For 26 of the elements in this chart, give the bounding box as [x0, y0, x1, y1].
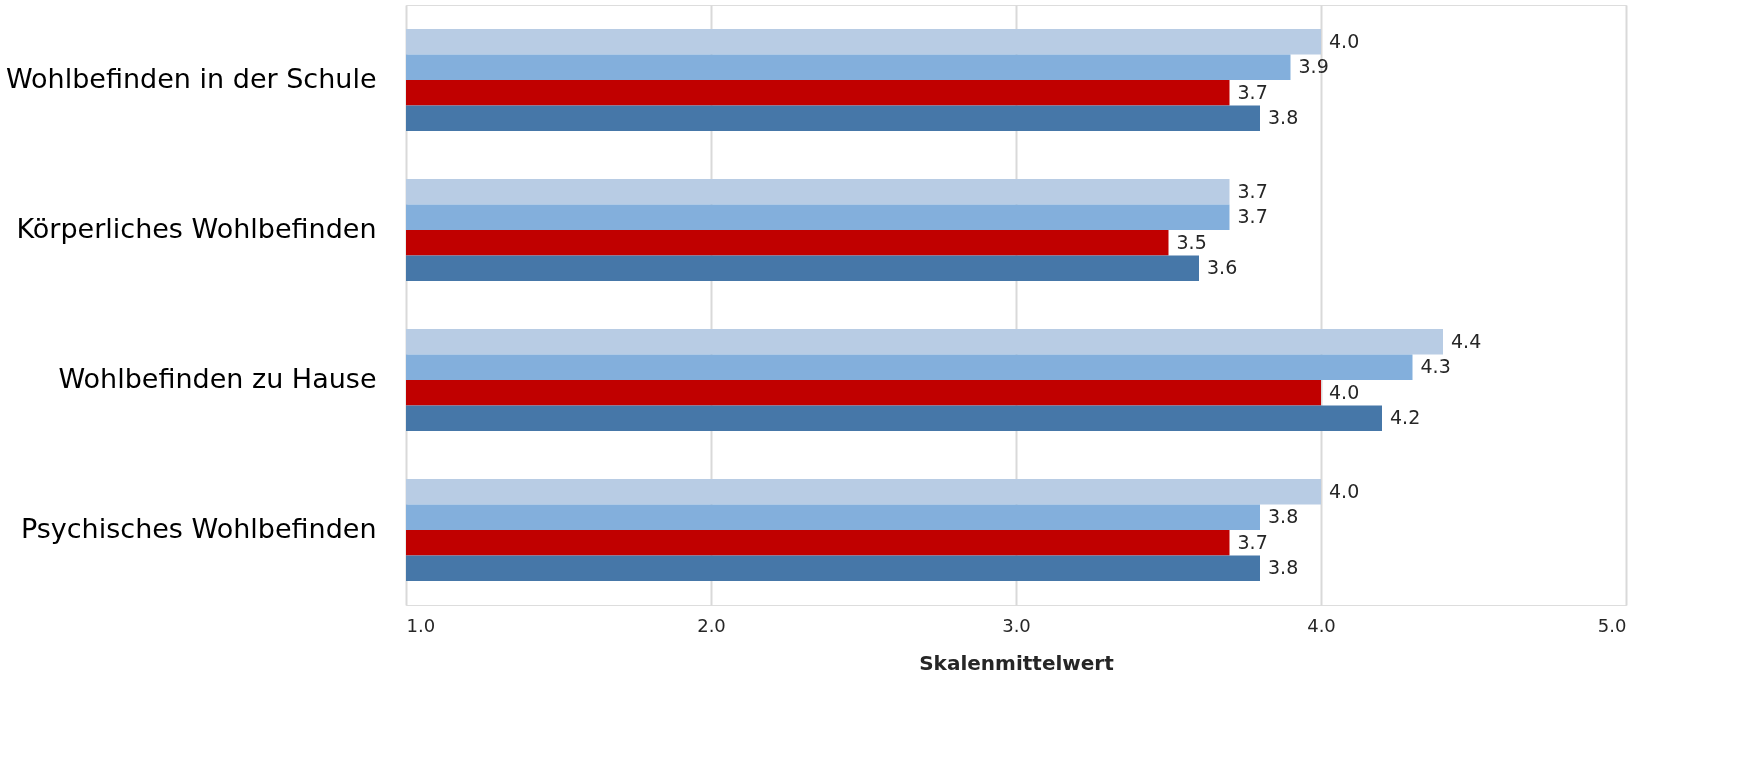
- data-label: 3.8: [1268, 556, 1299, 579]
- x-tick-label: 1.0: [406, 614, 436, 636]
- data-label: 4.0: [1329, 29, 1360, 52]
- data-label: 4.3: [1420, 355, 1451, 378]
- x-tick-label: 3.0: [1002, 614, 1031, 636]
- data-label: 4.0: [1329, 380, 1360, 403]
- data-label: 3.7: [1237, 530, 1268, 553]
- data-label: 3.9: [1298, 55, 1329, 78]
- data-label: 3.7: [1237, 80, 1268, 103]
- data-label: 4.0: [1329, 479, 1360, 502]
- x-axis-title: Skalenmittelwert: [919, 650, 1115, 675]
- data-label: 4.4: [1451, 329, 1482, 352]
- y-tick-label: Körperliches Wohlbefinden: [16, 213, 377, 244]
- x-tick-label: 5.0: [1597, 614, 1627, 636]
- data-label: 3.7: [1237, 205, 1268, 228]
- data-label: 3.5: [1176, 230, 1207, 253]
- data-label: 3.6: [1207, 256, 1238, 279]
- y-tick-label: Psychisches Wohlbefinden: [20, 513, 377, 544]
- data-label: 4.2: [1390, 406, 1421, 429]
- data-label: 3.8: [1268, 106, 1299, 129]
- x-tick-label: 2.0: [697, 614, 726, 636]
- y-tick-label: Wohlbefinden in der Schule: [5, 63, 377, 94]
- data-label: 3.7: [1237, 179, 1268, 202]
- x-tick-label: 4.0: [1307, 614, 1336, 636]
- y-tick-label: Wohlbefinden zu Hause: [58, 363, 377, 394]
- data-label: 3.8: [1268, 505, 1299, 528]
